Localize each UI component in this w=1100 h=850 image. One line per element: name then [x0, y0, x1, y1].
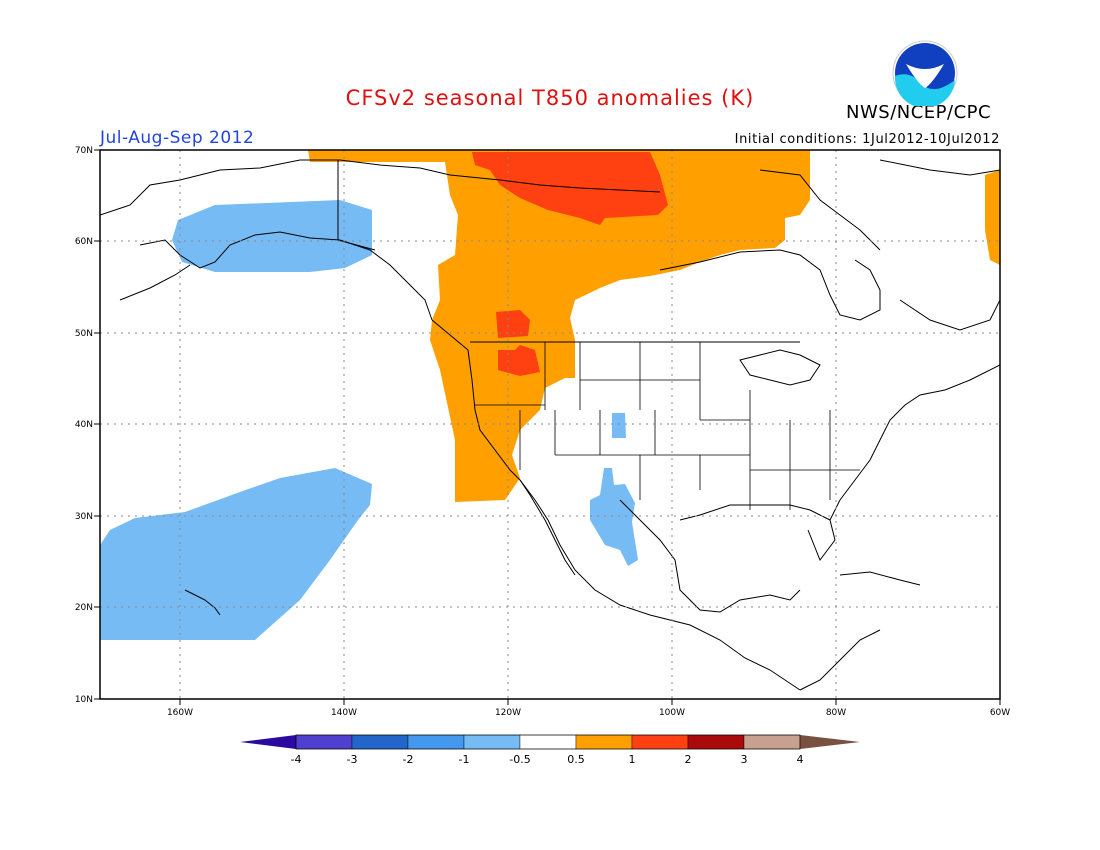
lat-label: 20N	[75, 603, 93, 613]
colorbar-label: -1	[459, 753, 470, 766]
state-borders	[475, 342, 860, 510]
lat-label: 50N	[75, 329, 93, 339]
axis-ticks	[94, 149, 1001, 705]
colorbar-swatch	[687, 734, 745, 750]
lon-label: 140W	[331, 708, 357, 718]
lon-label: 60W	[990, 708, 1010, 718]
lon-label: 80W	[826, 708, 846, 718]
map-title: CFSv2 seasonal T850 anomalies (K)	[345, 86, 755, 110]
colorbar-label: -4	[291, 753, 302, 766]
lon-label: 100W	[659, 708, 685, 718]
colorbar-swatch	[519, 734, 577, 750]
initial-conditions-label: Initial conditions: 1Jul2012-10Jul2012	[734, 132, 1000, 147]
colorbar-labels: -4 -3 -2 -1 -0.5 0.5 1 2 3 4	[291, 753, 804, 766]
lat-label: 10N	[75, 695, 93, 705]
colorbar-swatch	[575, 734, 633, 750]
colorbar-label: 4	[797, 753, 804, 766]
lon-label: 120W	[495, 708, 521, 718]
colorbar-swatch	[743, 734, 801, 750]
lon-label: 160W	[167, 708, 193, 718]
colorbar: -4 -3 -2 -1 -0.5 0.5 1 2 3 4	[240, 734, 860, 766]
colorbar-label: 0.5	[567, 753, 585, 766]
colorbar-swatch	[295, 734, 353, 750]
colorbar-label: 3	[741, 753, 748, 766]
lat-label: 60N	[75, 237, 93, 247]
lat-label: 40N	[75, 420, 93, 430]
season-label: Jul-Aug-Sep 2012	[100, 128, 255, 148]
colorbar-swatch	[463, 734, 521, 750]
colorbar-label: 1	[629, 753, 636, 766]
longitude-labels: 160W 140W 120W 100W 80W 60W	[167, 708, 1010, 718]
colorbar-swatch	[351, 734, 409, 750]
colorbar-swatch	[631, 734, 689, 750]
noaa-logo-icon	[892, 40, 958, 106]
colorbar-label: 2	[685, 753, 692, 766]
colorbar-label: -0.5	[509, 753, 530, 766]
lat-lon-grid	[100, 150, 1000, 699]
colorbar-swatch	[407, 734, 465, 750]
agency-label: NWS/NCEP/CPC	[846, 102, 992, 123]
colorbar-label: -2	[403, 753, 414, 766]
latitude-labels: 70N 60N 50N 40N 30N 20N 10N	[75, 146, 93, 705]
lat-label: 30N	[75, 512, 93, 522]
colorbar-right-arrow	[800, 735, 860, 749]
colorbar-left-arrow	[240, 735, 296, 749]
coastlines	[100, 159, 1000, 691]
lat-label: 70N	[75, 146, 93, 156]
colorbar-label: -3	[347, 753, 358, 766]
